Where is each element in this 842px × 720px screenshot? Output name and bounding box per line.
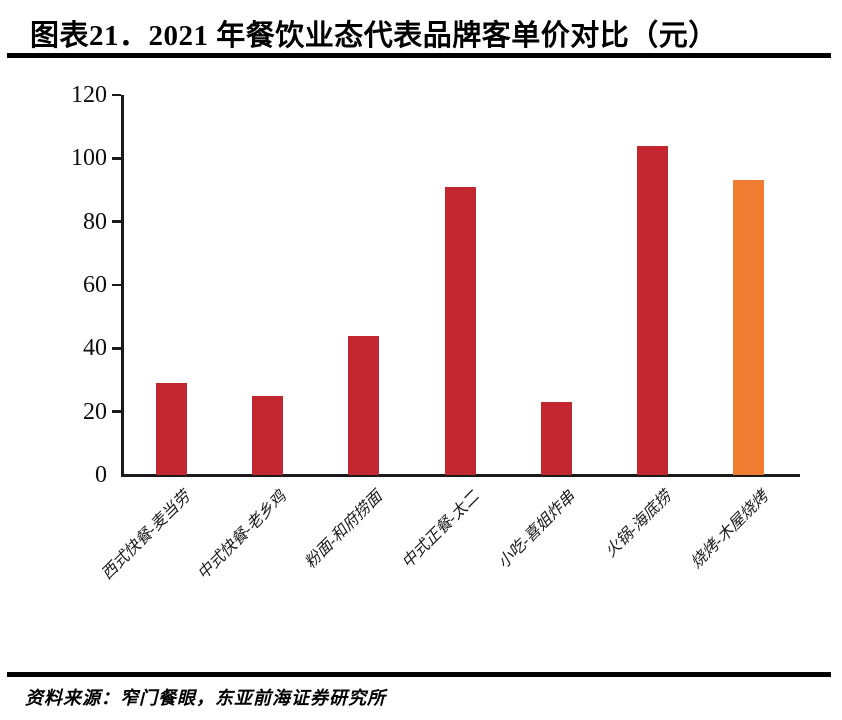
bar-粉面-和府捞面 (348, 336, 380, 475)
y-axis-line (121, 95, 124, 477)
bar-西式快餐-麦当劳 (155, 383, 187, 475)
y-tick (112, 157, 121, 160)
x-category-label: 火锅-海底捞 (602, 488, 675, 561)
footer-rule (7, 672, 831, 677)
y-tick-label: 60 (83, 272, 107, 298)
x-category-label: 中式快餐-老乡鸡 (194, 488, 290, 584)
x-category-label: 粉面-和府捞面 (302, 488, 386, 572)
x-category-label: 烧烤-木屋烧烤 (687, 488, 772, 572)
bar-烧烤-木屋烧烤 (733, 180, 765, 475)
y-tick-label: 40 (83, 335, 107, 362)
bar-中式正餐-太二 (444, 187, 476, 475)
y-tick (112, 410, 121, 413)
figure-title: 图表21．2021 年餐饮业态代表品牌客单价对比（元） (30, 20, 718, 52)
source-note: 资料来源：窄门餐眼，东亚前海证券研究所 (25, 688, 386, 708)
title-rule (7, 53, 831, 58)
y-tick (112, 220, 121, 223)
y-tick-label: 120 (71, 82, 107, 108)
x-category-label: 西式快餐-麦当劳 (98, 488, 194, 584)
bar-中式快餐-老乡鸡 (251, 396, 283, 475)
bar-小吃-喜姐炸串 (540, 402, 572, 475)
y-tick-label: 100 (71, 145, 107, 172)
y-tick (112, 93, 121, 97)
y-tick-label: 80 (83, 208, 107, 235)
y-tick (112, 283, 121, 287)
x-category-label: 中式正餐-太二 (398, 488, 483, 572)
bar-火锅-海底捞 (637, 146, 669, 475)
x-category-label: 小吃-喜姐炸串 (494, 488, 579, 572)
y-tick-label: 20 (83, 398, 107, 425)
y-tick-label: 0 (95, 462, 107, 488)
x-axis-line (121, 474, 800, 477)
y-tick (112, 347, 121, 350)
